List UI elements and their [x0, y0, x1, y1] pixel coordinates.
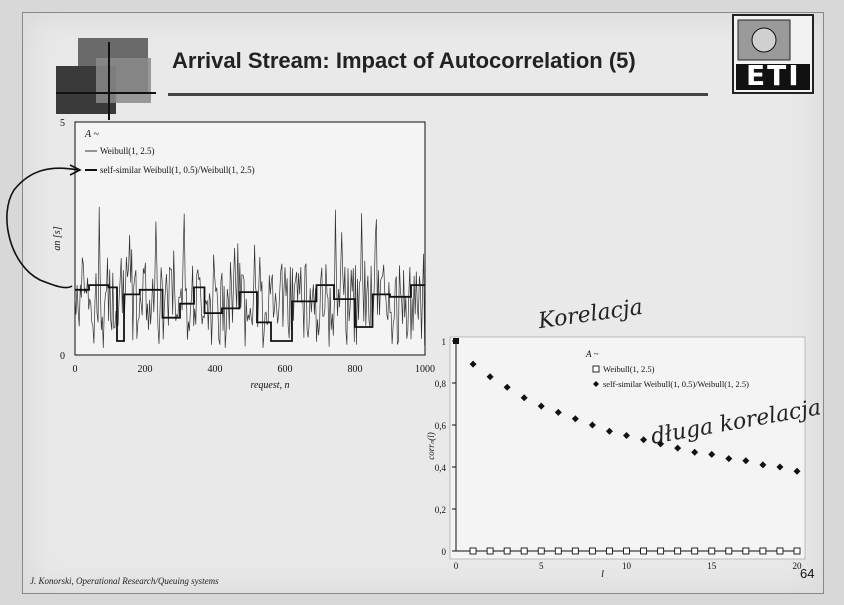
chart2-point-selfsimilar: [793, 467, 801, 475]
chart2-point-selfsimilar: [657, 440, 665, 448]
chart2-point-weibull: [486, 547, 494, 555]
chart1-x-tick-label: 1000: [415, 364, 435, 375]
chart2-y-tick-label: 0,2: [435, 505, 446, 515]
chart1-y-axis-label: an [s]: [52, 226, 63, 250]
chart2-point-selfsimilar: [503, 383, 511, 391]
chart2-x-tick-label: 15: [707, 561, 717, 571]
chart2-point-weibull: [520, 547, 528, 555]
logo-text: ETI: [746, 59, 801, 92]
chart1-legend-label-weibull: Weibull(1, 2.5): [100, 146, 155, 156]
chart1-x-tick-label: 400: [208, 364, 223, 375]
chart2-legend-swatch-selfsimilar: [593, 381, 599, 387]
chart2-point-weibull: [793, 547, 801, 555]
chart2-point-weibull: [453, 338, 459, 344]
chart1-x-tick-label: 0: [73, 364, 78, 375]
chart2-point-selfsimilar: [742, 457, 750, 465]
chart1-y-tick-label: 5: [60, 118, 65, 129]
chart2-point-selfsimilar: [486, 373, 494, 381]
chart2-x-tick-label: 0: [454, 561, 459, 571]
chart2-point-selfsimilar: [674, 444, 682, 452]
chart2-point-selfsimilar: [725, 455, 733, 463]
chart2-point-selfsimilar: [537, 402, 545, 410]
chart2-point-weibull: [571, 547, 579, 555]
chart2-y-tick-label: 1: [442, 337, 447, 347]
chart2-y-tick-label: 0,4: [435, 463, 447, 473]
chart2-y-tick-label: 0: [442, 547, 447, 557]
chart1-x-tick-label: 800: [348, 364, 363, 375]
chart1-x-tick-label: 600: [278, 364, 293, 375]
chart2-point-selfsimilar: [554, 408, 562, 416]
chart1-series-selfsimilar-line: [75, 284, 425, 342]
chart1-legend-label-selfsimilar: self-similar Weibull(1, 0.5)/Weibull(1, …: [100, 165, 255, 175]
chart1-series-weibull-line: [74, 206, 425, 348]
chart2-legend-header: A ~: [585, 349, 599, 359]
chart2-point-weibull: [503, 547, 511, 555]
handwritten-arrow: [6, 164, 82, 289]
decorative-squares: [56, 38, 156, 120]
chart2-point-selfsimilar: [708, 450, 716, 458]
chart2-point-weibull: [742, 547, 750, 555]
chart2-point-selfsimilar: [623, 432, 630, 439]
chart2-point-selfsimilar: [640, 436, 648, 444]
chart1-x-axis-label: request, n: [250, 380, 289, 391]
chart2-legend-label-weibull: Weibull(1, 2.5): [603, 364, 655, 374]
chart2-y-tick-label: 0,6: [435, 421, 447, 431]
slide-title: Arrival Stream: Impact of Autocorrelatio…: [172, 48, 636, 73]
chart2-point-weibull: [759, 547, 767, 555]
chart2-point-weibull: [554, 547, 562, 555]
chart2-plot-area: [449, 336, 806, 560]
chart2-point-selfsimilar: [691, 448, 699, 456]
chart2-point-selfsimilar: [588, 421, 596, 429]
chart2-point-selfsimilar: [759, 461, 767, 469]
title-underline: [168, 93, 708, 96]
chart2-point-weibull: [606, 547, 613, 555]
chart2-x-tick-label: 5: [539, 561, 544, 571]
chart2-x-axis-label: l: [601, 569, 604, 580]
chart2-y-tick-label: 0,8: [435, 379, 447, 389]
chart2-point-weibull: [640, 547, 647, 555]
chart2-point-weibull: [725, 547, 733, 555]
chart2-point-weibull: [708, 547, 716, 555]
chart2-point-selfsimilar: [776, 463, 784, 471]
chart2-point-selfsimilar: [605, 427, 613, 435]
page-number: 64: [800, 566, 815, 581]
chart2-x-tick-label: 10: [622, 561, 632, 571]
chart1-y-tick-label: 0: [60, 351, 65, 362]
chart2-point-weibull: [588, 547, 596, 555]
chart2-y-axis-label: corrₙ(l): [426, 432, 436, 460]
chart1-x-tick-label: 200: [138, 364, 153, 375]
chart2-point-weibull: [674, 547, 682, 555]
chart2-point-weibull: [623, 547, 630, 555]
chart2-point-weibull: [691, 547, 699, 555]
chart2-x-tick-label: 20: [793, 561, 803, 571]
footer-credit: J. Konorski, Operational Research/Queuin…: [30, 576, 219, 586]
chart2-point-weibull: [469, 547, 477, 555]
chart2-legend-label-selfsimilar: self-similar Weibull(1, 0.5)/Weibull(1, …: [603, 379, 749, 389]
university-logo: ETI: [732, 14, 814, 94]
chart2-point-selfsimilar: [520, 394, 528, 402]
chart2-legend-swatch-weibull: [592, 365, 600, 373]
chart2-point-selfsimilar: [571, 415, 579, 423]
chart2-point-weibull: [537, 547, 545, 555]
chart1-legend-header: A ~: [84, 129, 99, 140]
chart2-point-weibull: [657, 547, 665, 555]
chart2-point-selfsimilar: [469, 360, 477, 368]
chart2-point-weibull: [776, 547, 784, 555]
